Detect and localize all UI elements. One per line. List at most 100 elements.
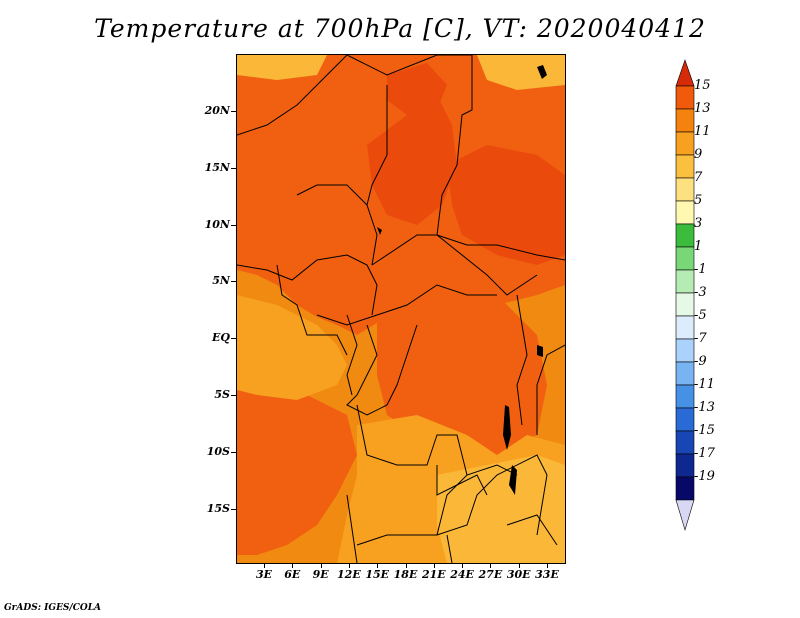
colorbar-label: 9 [694, 147, 703, 162]
longitude-label: 6E [284, 568, 301, 581]
colorbar-label: -15 [694, 423, 715, 438]
longitude-label: 21E [421, 568, 446, 581]
colorbar-segment [675, 453, 695, 478]
border-line [536, 344, 565, 435]
longitude-tick [433, 563, 435, 568]
latitude-tick [231, 167, 236, 169]
field-hot-north [387, 63, 447, 115]
latitude-label: 20N [204, 104, 230, 117]
border-line [356, 454, 548, 546]
colorbar-label: 1 [694, 239, 703, 254]
latitude-label: EQ [212, 331, 230, 345]
lake [377, 227, 382, 235]
colorbar-label: -3 [694, 285, 707, 300]
colorbar-label: -7 [694, 331, 707, 346]
colorbar-label: 7 [694, 170, 703, 185]
border-line [237, 254, 378, 316]
colorbar-segment [675, 85, 695, 110]
colorbar-segment [675, 430, 695, 455]
border-line [516, 294, 528, 426]
colorbar-segment [675, 338, 695, 363]
latitude-label: 15S [206, 501, 230, 515]
latitude-tick [231, 224, 236, 226]
colorbar-segment [675, 384, 695, 409]
longitude-label: 33E [535, 568, 559, 581]
latitude-label: 5N [212, 274, 230, 288]
colorbar-segment [675, 361, 695, 386]
field-hot-central [367, 95, 457, 225]
country-borders [237, 55, 565, 563]
colorbar-segment [675, 315, 695, 340]
longitude-tick [518, 563, 520, 568]
longitude-label: 15E [365, 568, 390, 581]
colorbar-label: 5 [694, 193, 703, 208]
colorbar-label: -1 [694, 262, 707, 277]
colorbar-segment [675, 108, 695, 133]
longitude-label: 27E [478, 568, 503, 581]
latitude-tick [231, 338, 236, 340]
longitude-tick [264, 563, 265, 568]
latitude-label: 5S [214, 388, 230, 401]
border-line [436, 55, 473, 236]
field-cool-northeast [477, 55, 565, 90]
border-line [346, 55, 438, 76]
colorbar-segment [675, 246, 695, 271]
border-line [436, 464, 518, 536]
latitude-tick [231, 395, 236, 396]
colorbar-label: -19 [694, 469, 715, 484]
colorbar-segment [675, 407, 695, 432]
colorbar-label: -13 [694, 400, 715, 415]
border-line [371, 234, 538, 296]
colorbar-label: -17 [694, 446, 715, 461]
field-cool-north [237, 55, 327, 80]
longitude-tick [320, 563, 322, 568]
colorbar-segment [675, 476, 695, 501]
colorbar-top-arrow [675, 59, 695, 87]
map-title: Temperature at 700hPa [C], VT: 202004041… [94, 14, 706, 43]
field-hot-east [447, 145, 565, 265]
lake [509, 465, 517, 495]
colorbar [675, 59, 695, 532]
latitude-tick [231, 508, 236, 510]
longitude-label: 24E [450, 568, 474, 581]
credit-text: GrADS: IGES/COLA [4, 603, 102, 613]
border-line [346, 494, 358, 563]
longitude-label: 12E [337, 568, 361, 581]
border-line [356, 404, 468, 476]
colorbar-label: 15 [694, 78, 711, 93]
colorbar-segment [675, 223, 695, 248]
colorbar-label: 13 [694, 101, 711, 116]
colorbar-label: -11 [694, 377, 715, 392]
temperature-field [237, 55, 565, 563]
field-cool-southeast [437, 455, 565, 563]
lake [503, 405, 511, 450]
longitude-label: 30E [506, 568, 531, 581]
longitude-tick [348, 563, 350, 568]
colorbar-segment [675, 269, 695, 294]
border-line [276, 264, 348, 356]
longitude-tick [377, 563, 379, 568]
lake [537, 345, 543, 357]
latitude-label: 15N [204, 160, 230, 174]
latitude-label: 10S [206, 444, 230, 458]
border-line [346, 314, 358, 396]
lakes [377, 65, 547, 495]
latitude-tick [231, 111, 236, 112]
colorbar-label: 3 [694, 216, 703, 231]
longitude-label: 9E [312, 568, 329, 581]
colorbar-segment [675, 154, 695, 179]
border-line [366, 85, 388, 266]
longitude-label: 3E [255, 568, 273, 581]
colorbar-label: 11 [694, 124, 711, 139]
field-warm-southwest [237, 375, 357, 555]
lake [537, 65, 547, 79]
latitude-tick [231, 281, 236, 283]
temperature-map [236, 54, 566, 564]
border-line [436, 234, 565, 261]
longitude-tick [405, 563, 407, 568]
border-line [506, 514, 558, 546]
colorbar-segment [675, 131, 695, 156]
colorbar-segment [675, 292, 695, 317]
longitude-tick [292, 563, 294, 568]
colorbar-segment [675, 177, 695, 202]
